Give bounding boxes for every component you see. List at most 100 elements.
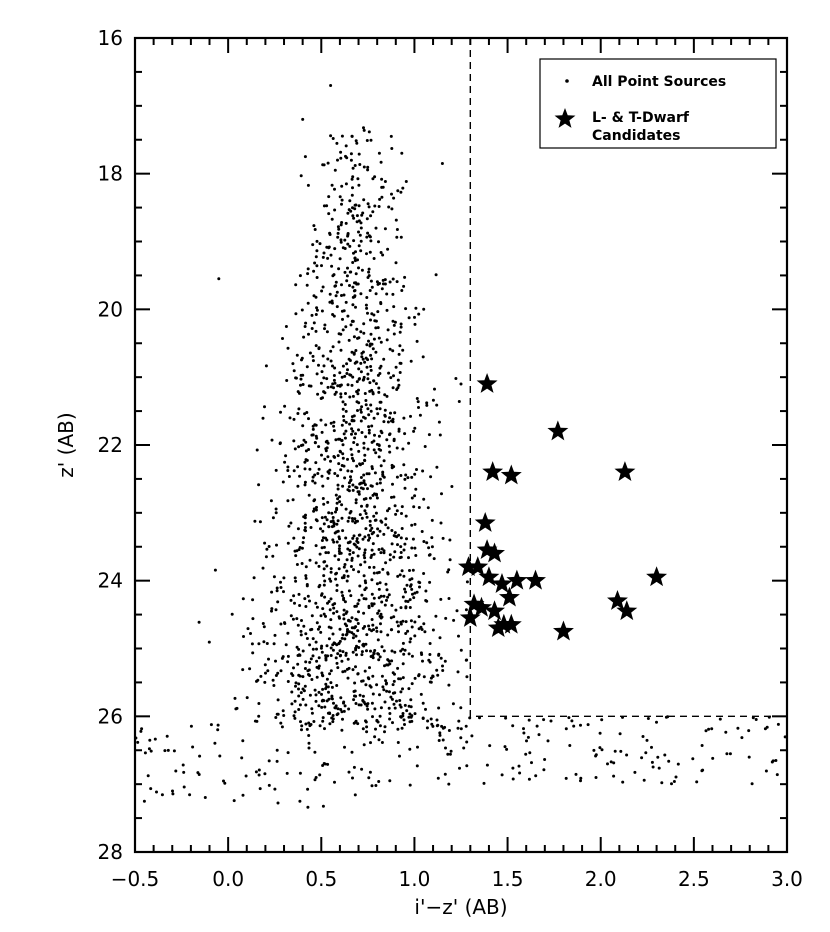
point-source-dot — [325, 518, 329, 522]
point-source-dot — [333, 602, 337, 606]
point-source-dot — [329, 579, 333, 583]
point-source-dot — [353, 207, 357, 211]
point-source-dot — [350, 750, 354, 754]
point-source-dot — [388, 347, 392, 351]
point-source-dot — [296, 484, 300, 488]
point-source-dot — [303, 467, 307, 471]
point-source-dot — [612, 761, 616, 765]
point-source-dot — [428, 580, 432, 584]
point-source-dot — [324, 682, 328, 686]
point-source-dot — [598, 746, 602, 750]
point-source-dot — [392, 196, 396, 200]
point-source-dot — [332, 611, 336, 615]
point-source-dot — [249, 632, 252, 635]
point-source-dot — [330, 525, 334, 529]
point-source-dot — [403, 648, 407, 652]
point-source-dot — [449, 749, 453, 753]
legend-box — [539, 58, 777, 149]
point-source-dot — [355, 443, 359, 447]
point-source-dot — [422, 540, 426, 543]
point-source-dot — [325, 564, 329, 568]
point-source-dot — [613, 749, 617, 753]
point-source-dot — [385, 588, 389, 592]
point-source-dot — [395, 699, 398, 703]
point-source-dot — [389, 376, 393, 380]
point-source-dot — [369, 353, 373, 357]
point-source-dot — [388, 779, 392, 783]
point-source-dot — [330, 183, 334, 187]
point-source-dot — [396, 727, 400, 731]
point-source-dot — [314, 461, 318, 465]
point-source-dot — [308, 693, 312, 697]
point-source-dot — [670, 782, 673, 786]
point-source-dot — [365, 296, 369, 299]
point-source-dot — [413, 676, 417, 680]
point-source-dot — [359, 410, 363, 414]
point-source-dot — [307, 332, 310, 336]
point-source-dot — [336, 384, 340, 388]
point-source-dot — [263, 680, 267, 684]
point-source-dot — [401, 619, 405, 623]
point-source-dot — [454, 377, 458, 380]
candidate-star — [482, 461, 504, 482]
point-source-dot — [395, 228, 399, 231]
point-source-dot — [312, 294, 316, 298]
point-source-dot — [359, 476, 363, 479]
point-source-dot — [397, 352, 401, 356]
point-source-dot — [353, 681, 357, 685]
point-source-dot — [304, 458, 308, 462]
point-source-dot — [382, 357, 386, 361]
point-source-dot — [350, 456, 354, 460]
point-source-dot — [398, 330, 402, 334]
legend-label-candidates-line2: Candidates — [592, 128, 681, 144]
point-source-dot — [342, 419, 346, 422]
point-source-dot — [344, 221, 348, 225]
candidate-star — [553, 620, 574, 641]
point-source-dot — [419, 625, 423, 629]
point-source-dot — [338, 627, 342, 631]
point-source-dot — [336, 519, 340, 523]
point-source-dot — [343, 436, 347, 440]
point-source-dot — [329, 134, 333, 138]
point-source-dot — [419, 692, 423, 696]
point-source-dot — [354, 349, 358, 352]
point-source-dot — [408, 569, 411, 572]
point-source-dot — [316, 392, 320, 396]
point-source-dot — [641, 735, 645, 738]
point-source-dot — [382, 649, 386, 653]
point-source-dot — [446, 570, 450, 574]
point-source-dot — [351, 175, 355, 179]
point-source-dot — [351, 303, 355, 307]
point-source-dot — [320, 705, 324, 709]
point-source-dot — [407, 687, 411, 691]
point-source-dot — [232, 799, 236, 803]
point-source-dot — [503, 745, 507, 749]
point-source-dot — [413, 634, 417, 638]
point-source-dot — [416, 745, 419, 749]
point-source-dot — [345, 569, 349, 573]
point-source-dot — [355, 537, 359, 541]
point-source-dot — [319, 527, 322, 531]
point-source-dot — [366, 168, 370, 172]
point-source-dot — [308, 467, 312, 471]
y-tick-label: 18 — [98, 162, 123, 186]
point-source-dot — [390, 542, 394, 546]
point-source-dot — [365, 649, 368, 653]
point-source-dot — [343, 600, 347, 604]
point-source-dot — [357, 266, 360, 270]
point-source-dot — [310, 327, 314, 330]
point-source-dot — [464, 658, 468, 662]
point-source-dot — [346, 488, 350, 492]
point-source-dot — [423, 630, 427, 634]
point-source-dot — [255, 679, 258, 683]
point-source-dot — [711, 756, 715, 760]
point-source-dot — [408, 578, 412, 582]
point-source-dot — [340, 590, 344, 594]
point-source-dot — [286, 751, 290, 755]
point-source-dot — [375, 629, 379, 633]
point-source-dot — [303, 325, 307, 328]
point-source-dot — [423, 445, 427, 448]
point-source-dot — [370, 548, 374, 552]
point-source-dot — [257, 483, 261, 487]
point-source-dot — [414, 487, 418, 491]
